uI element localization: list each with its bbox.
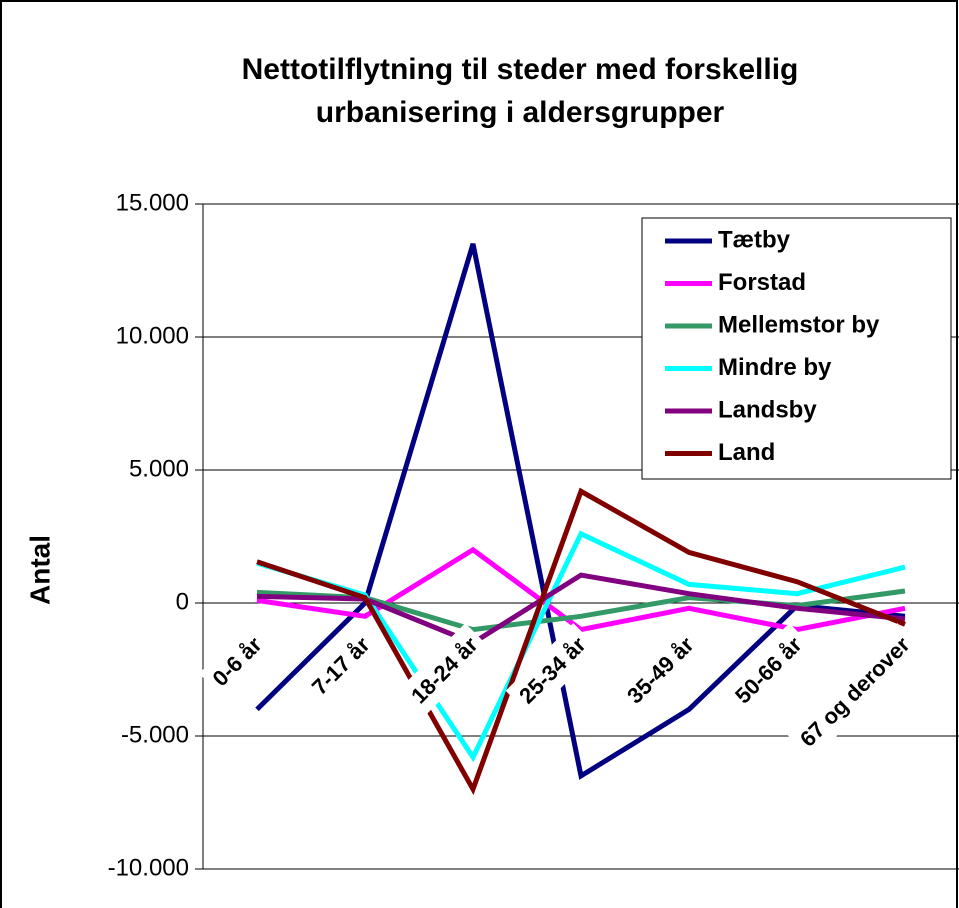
x-tick-label-bg [298,623,384,709]
y-tick-label: 15.000 [116,189,189,216]
x-tick-label-bg [505,623,600,717]
legend-label: Land [718,439,775,466]
legend-label: Mindre by [718,354,832,381]
y-tick-label: -10.000 [108,854,189,881]
line-series [256,530,906,763]
y-tick-label: 0 [176,588,189,615]
y-tick-label: 10.000 [116,322,189,349]
x-tick-label-bg [198,623,276,700]
x-tick-label-bg [613,623,708,717]
legend-box [641,217,952,480]
legend-label: Landsby [718,396,817,423]
chart-title: Nettotilflytning til steder med forskell… [241,53,799,129]
x-tick-label-bg [721,623,816,717]
y-axis-label: Antal [24,535,55,605]
x-tick-label-bg [786,623,924,761]
line-series [256,546,906,633]
y-tick-label: -5.000 [121,721,189,748]
legend-label: Tætby [718,226,791,253]
legend-label: Forstad [718,269,806,296]
line-series [256,487,906,796]
legend-label: Mellemstor by [718,311,880,338]
x-tick-label-bg [397,623,492,717]
y-tick-label: 5.000 [129,455,189,482]
